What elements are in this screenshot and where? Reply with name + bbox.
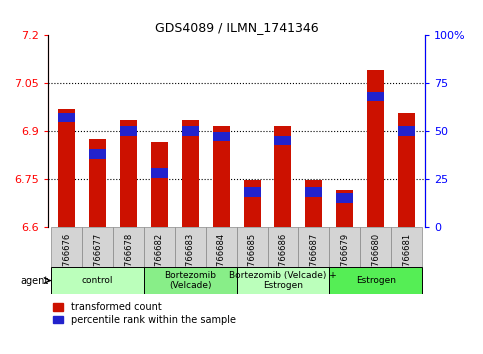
Text: GSM766687: GSM766687	[310, 233, 318, 284]
Text: GSM766681: GSM766681	[402, 233, 411, 284]
Text: GSM766677: GSM766677	[93, 233, 102, 284]
FancyBboxPatch shape	[51, 227, 82, 267]
FancyBboxPatch shape	[237, 267, 329, 294]
Bar	[151, 168, 168, 178]
FancyBboxPatch shape	[391, 227, 422, 267]
Text: Estrogen: Estrogen	[355, 276, 396, 285]
Bar	[367, 70, 384, 227]
Bar	[120, 120, 137, 227]
FancyBboxPatch shape	[206, 227, 237, 267]
Text: GSM766684: GSM766684	[217, 233, 226, 284]
Text: GSM766678: GSM766678	[124, 233, 133, 284]
Text: GSM766685: GSM766685	[248, 233, 256, 284]
Bar	[367, 92, 384, 101]
Bar	[336, 193, 353, 202]
Bar	[58, 109, 75, 227]
Bar	[120, 126, 137, 136]
Text: Bortezomib (Velcade) +
Estrogen: Bortezomib (Velcade) + Estrogen	[229, 271, 337, 290]
Bar	[243, 187, 261, 197]
Bar	[398, 126, 415, 136]
Bar	[89, 139, 106, 227]
Bar	[305, 181, 322, 227]
Bar	[305, 187, 322, 197]
Bar	[182, 126, 199, 136]
Text: agent: agent	[20, 275, 48, 286]
FancyBboxPatch shape	[268, 227, 298, 267]
Text: GSM766679: GSM766679	[340, 233, 349, 284]
Bar	[274, 136, 291, 145]
FancyBboxPatch shape	[237, 227, 268, 267]
Text: Bortezomib
(Velcade): Bortezomib (Velcade)	[164, 271, 216, 290]
FancyBboxPatch shape	[82, 227, 113, 267]
FancyBboxPatch shape	[329, 227, 360, 267]
FancyBboxPatch shape	[298, 227, 329, 267]
Bar	[58, 113, 75, 122]
Bar	[213, 126, 230, 227]
Text: GSM766683: GSM766683	[186, 233, 195, 284]
FancyBboxPatch shape	[144, 267, 237, 294]
Title: GDS4089 / ILMN_1741346: GDS4089 / ILMN_1741346	[155, 21, 318, 34]
FancyBboxPatch shape	[144, 227, 175, 267]
Bar	[243, 181, 261, 227]
Bar	[274, 126, 291, 227]
FancyBboxPatch shape	[113, 227, 144, 267]
Bar	[151, 142, 168, 227]
FancyBboxPatch shape	[51, 267, 144, 294]
Text: GSM766682: GSM766682	[155, 233, 164, 284]
Text: GSM766686: GSM766686	[279, 233, 287, 284]
Bar	[398, 114, 415, 227]
Text: GSM766676: GSM766676	[62, 233, 71, 284]
Bar	[213, 132, 230, 142]
Bar	[89, 149, 106, 159]
Legend: transformed count, percentile rank within the sample: transformed count, percentile rank withi…	[53, 302, 236, 325]
FancyBboxPatch shape	[360, 227, 391, 267]
FancyBboxPatch shape	[329, 267, 422, 294]
Text: control: control	[82, 276, 114, 285]
Bar	[336, 190, 353, 227]
Text: GSM766680: GSM766680	[371, 233, 380, 284]
Bar	[182, 120, 199, 227]
FancyBboxPatch shape	[175, 227, 206, 267]
